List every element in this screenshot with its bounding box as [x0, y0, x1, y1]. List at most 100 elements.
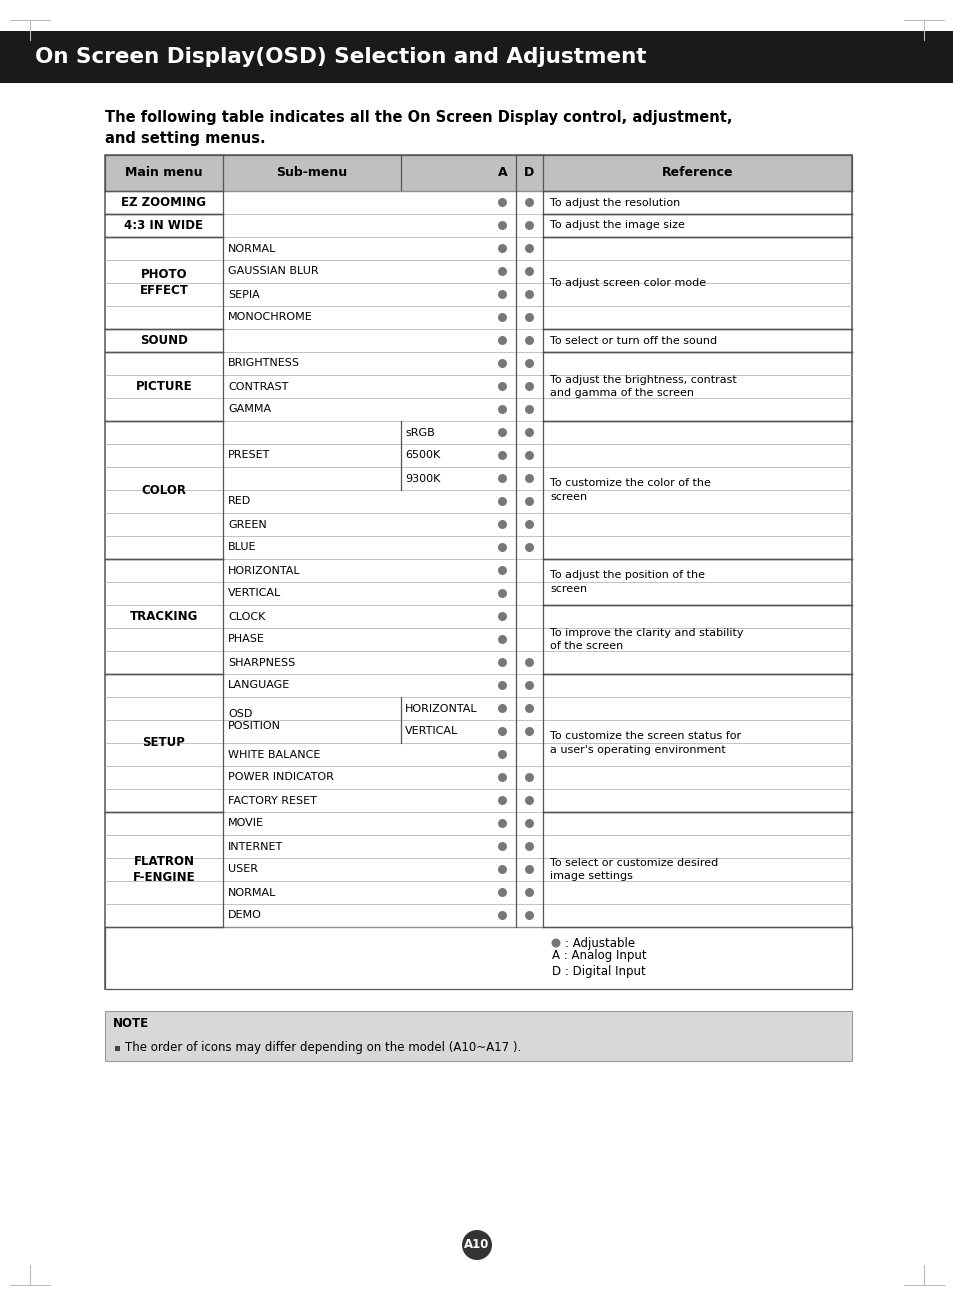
Circle shape [524, 727, 534, 736]
Circle shape [524, 452, 534, 459]
Circle shape [497, 359, 506, 368]
Text: To adjust the brightness, contrast
and gamma of the screen: To adjust the brightness, contrast and g… [550, 375, 736, 398]
Text: To adjust screen color mode: To adjust screen color mode [550, 278, 705, 288]
Text: To customize the screen status for
a user's operating environment: To customize the screen status for a use… [550, 731, 740, 754]
Circle shape [497, 820, 506, 827]
Text: DEMO: DEMO [228, 911, 262, 920]
Text: NOTE: NOTE [112, 1017, 149, 1030]
Text: WHITE BALANCE: WHITE BALANCE [228, 749, 320, 760]
Circle shape [524, 359, 534, 368]
Circle shape [524, 382, 534, 391]
Circle shape [524, 703, 534, 713]
Text: BLUE: BLUE [228, 543, 256, 552]
Circle shape [497, 290, 506, 299]
Text: Sub-menu: Sub-menu [276, 167, 347, 180]
Text: 9300K: 9300K [405, 474, 440, 483]
Text: INTERNET: INTERNET [228, 842, 283, 851]
Circle shape [497, 335, 506, 345]
Circle shape [497, 750, 506, 760]
Circle shape [497, 313, 506, 322]
Text: SETUP: SETUP [142, 736, 185, 749]
Text: HORIZONTAL: HORIZONTAL [228, 565, 300, 576]
Circle shape [524, 842, 534, 851]
Circle shape [497, 681, 506, 690]
Circle shape [497, 382, 506, 391]
Circle shape [524, 681, 534, 690]
Text: A : Analog Input: A : Analog Input [552, 950, 646, 963]
Bar [105, 155, 851, 191]
Circle shape [497, 198, 506, 207]
Circle shape [497, 452, 506, 459]
Text: To improve the clarity and stability
of the screen: To improve the clarity and stability of … [550, 628, 742, 651]
Text: COLOR: COLOR [141, 483, 186, 496]
Text: TRACKING: TRACKING [130, 609, 198, 622]
Circle shape [524, 244, 534, 253]
Text: To adjust the image size: To adjust the image size [550, 221, 684, 231]
Circle shape [497, 773, 506, 782]
Circle shape [524, 820, 534, 827]
Circle shape [524, 543, 534, 552]
Circle shape [497, 543, 506, 552]
Circle shape [524, 428, 534, 437]
Text: To select or turn off the sound: To select or turn off the sound [550, 335, 717, 346]
Text: PHASE: PHASE [228, 634, 265, 645]
Circle shape [524, 268, 534, 275]
Text: To customize the color of the
screen: To customize the color of the screen [550, 478, 710, 502]
Text: SHARPNESS: SHARPNESS [228, 658, 294, 667]
Text: OSD
POSITION: OSD POSITION [228, 709, 281, 731]
Circle shape [524, 865, 534, 874]
Circle shape [497, 796, 506, 805]
Circle shape [524, 519, 534, 529]
Circle shape [497, 474, 506, 483]
Circle shape [524, 497, 534, 506]
Text: D: D [524, 167, 534, 180]
Text: To adjust the resolution: To adjust the resolution [550, 197, 679, 207]
Text: sRGB: sRGB [405, 428, 435, 437]
Bar [115, 1047, 120, 1051]
Circle shape [524, 290, 534, 299]
Circle shape [497, 428, 506, 437]
Text: EZ ZOOMING: EZ ZOOMING [121, 196, 206, 209]
Bar [0, 31, 953, 84]
Circle shape [497, 842, 506, 851]
Text: RED: RED [228, 496, 251, 506]
Circle shape [524, 405, 534, 414]
Circle shape [497, 658, 506, 667]
Circle shape [524, 335, 534, 345]
Bar [105, 1011, 851, 1061]
Circle shape [497, 405, 506, 414]
Text: 6500K: 6500K [405, 450, 439, 461]
Text: VERTICAL: VERTICAL [405, 727, 457, 736]
Text: On Screen Display(OSD) Selection and Adjustment: On Screen Display(OSD) Selection and Adj… [35, 47, 646, 67]
Circle shape [524, 198, 534, 207]
Text: To adjust the position of the
screen: To adjust the position of the screen [550, 570, 704, 594]
Text: SOUND: SOUND [140, 334, 188, 347]
Text: : Adjustable: : Adjustable [564, 937, 635, 950]
Text: FLATRON
F-ENGINE: FLATRON F-ENGINE [132, 855, 195, 883]
Text: PRESET: PRESET [228, 450, 270, 461]
Circle shape [497, 865, 506, 874]
Circle shape [497, 244, 506, 253]
Text: The following table indicates all the On Screen Display control, adjustment,
and: The following table indicates all the On… [105, 110, 732, 146]
Circle shape [497, 221, 506, 230]
Circle shape [524, 313, 534, 322]
Circle shape [524, 887, 534, 897]
Text: PICTURE: PICTURE [135, 380, 193, 393]
Circle shape [524, 911, 534, 920]
Text: BRIGHTNESS: BRIGHTNESS [228, 359, 299, 368]
Circle shape [497, 566, 506, 576]
Text: Reference: Reference [661, 167, 733, 180]
Circle shape [497, 727, 506, 736]
Text: A10: A10 [464, 1238, 489, 1251]
Circle shape [524, 796, 534, 805]
Circle shape [497, 911, 506, 920]
Text: NORMAL: NORMAL [228, 887, 276, 898]
Text: FACTORY RESET: FACTORY RESET [228, 796, 316, 805]
Circle shape [524, 773, 534, 782]
Text: NORMAL: NORMAL [228, 244, 276, 253]
Circle shape [497, 497, 506, 506]
Text: A: A [497, 167, 507, 180]
Text: SEPIA: SEPIA [228, 290, 259, 300]
Text: POWER INDICATOR: POWER INDICATOR [228, 773, 334, 783]
Text: CONTRAST: CONTRAST [228, 381, 288, 392]
